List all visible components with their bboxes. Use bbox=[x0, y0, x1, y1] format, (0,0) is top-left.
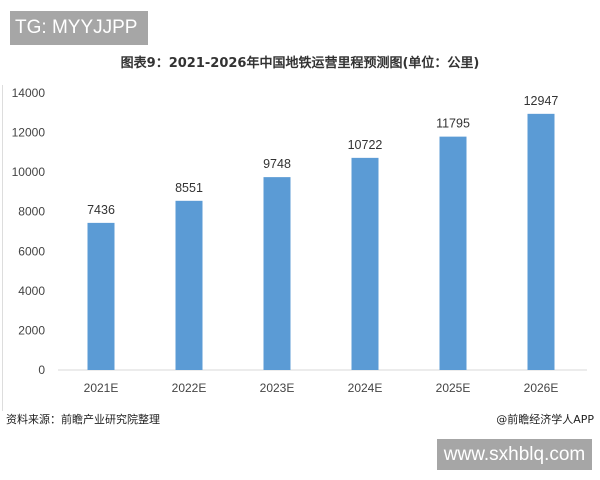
x-tick-label: 2026E bbox=[524, 381, 559, 395]
bar bbox=[439, 136, 467, 370]
y-tick-label: 6000 bbox=[18, 244, 45, 258]
y-tick-label: 14000 bbox=[12, 86, 46, 100]
y-tick-label: 12000 bbox=[12, 126, 46, 140]
x-tick-label: 2021E bbox=[84, 381, 119, 395]
x-tick-label: 2023E bbox=[260, 381, 295, 395]
data-label: 10722 bbox=[348, 138, 383, 152]
data-label: 9748 bbox=[263, 157, 291, 171]
y-tick-label: 8000 bbox=[18, 205, 45, 219]
data-label: 8551 bbox=[175, 181, 203, 195]
bar bbox=[527, 113, 555, 371]
bar bbox=[87, 222, 115, 370]
data-label: 7436 bbox=[87, 203, 115, 217]
y-tick-label: 2000 bbox=[18, 323, 45, 337]
data-label: 11795 bbox=[436, 117, 470, 131]
watermark-bottom: www.sxhblq.com bbox=[437, 439, 592, 470]
chart-title: 图表9：2021-2026年中国地铁运营里程预测图(单位：公里) bbox=[120, 56, 480, 71]
frame-border bbox=[2, 85, 3, 411]
y-tick-label: 4000 bbox=[18, 284, 45, 298]
y-tick-label: 10000 bbox=[12, 165, 46, 179]
x-tick-label: 2024E bbox=[348, 381, 383, 395]
source-note: 资料来源：前瞻产业研究院整理 bbox=[6, 413, 160, 426]
data-label: 12947 bbox=[524, 94, 559, 108]
watermark-top: TG: MYYJJPP bbox=[10, 11, 148, 45]
x-tick-label: 2022E bbox=[172, 381, 207, 395]
bar bbox=[351, 157, 379, 370]
y-tick-label: 0 bbox=[38, 363, 45, 377]
bar bbox=[175, 200, 203, 370]
bar bbox=[263, 177, 291, 370]
x-tick-label: 2025E bbox=[436, 381, 471, 395]
credit-note: @前瞻经济学人APP bbox=[496, 413, 594, 426]
